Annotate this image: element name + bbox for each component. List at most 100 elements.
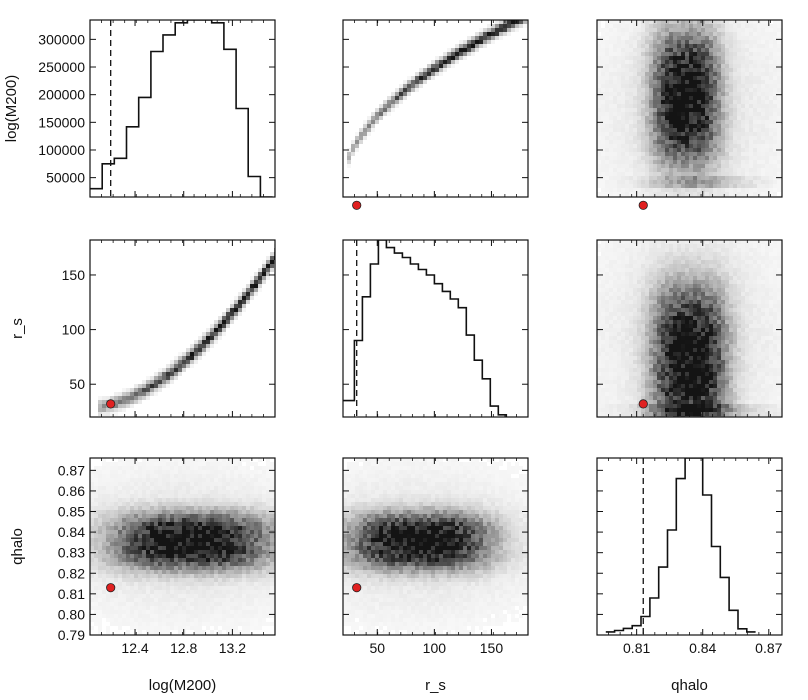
density-cell [773,72,777,76]
density-cell [761,52,765,56]
density-cell [182,360,186,364]
density-cell [601,344,605,348]
density-cell [665,408,669,412]
density-cell [415,80,419,84]
density-cell [637,260,641,264]
density-cell [110,594,114,598]
density-cell [729,304,733,308]
density-cell [110,618,114,622]
density-cell [661,140,665,144]
density-cell [661,24,665,28]
density-cell [661,188,665,192]
density-cell [395,104,399,108]
density-cell [645,412,649,416]
density-cell [262,260,266,264]
density-cell [685,124,689,128]
density-cell [705,152,709,156]
density-cell [725,76,729,80]
density-cell [613,148,617,152]
density-cell [673,112,677,116]
density-cell [621,280,625,284]
density-cell [669,88,673,92]
density-cell [609,68,613,72]
density-cell [439,68,443,72]
density-cell [657,248,661,252]
density-cell [761,104,765,108]
density-cell [661,172,665,176]
density-cell [641,184,645,188]
density-cell [431,68,435,72]
density-cell [645,124,649,128]
density-cell [697,36,701,40]
density-cell [733,116,737,120]
density-cell [609,348,613,352]
density-cell [633,116,637,120]
density-cell [625,168,629,172]
density-cell [701,80,705,84]
density-cell [605,256,609,260]
density-cell [701,356,705,360]
density-cell [749,280,753,284]
density-cell [629,40,633,44]
density-cell [713,352,717,356]
density-cell [657,112,661,116]
density-cell [645,48,649,52]
density-cell [653,308,657,312]
density-cell [737,396,741,400]
density-cell [713,388,717,392]
density-cell [753,344,757,348]
density-cell [765,120,769,124]
density-cell [633,128,637,132]
density-cell [657,364,661,368]
density-cell [681,312,685,316]
density-cell [649,304,653,308]
density-cell [625,160,629,164]
density-cell [753,68,757,72]
density-cell [733,184,737,188]
density-cell [761,284,765,288]
density-cell [629,112,633,116]
density-cell [605,316,609,320]
density-cell [669,312,673,316]
density-cell [685,292,689,296]
density-cell [749,308,753,312]
density-cell [114,498,118,502]
density-cell [741,324,745,328]
density-cell [601,396,605,400]
density-cell [685,276,689,280]
density-cell [649,52,653,56]
density-cell [741,344,745,348]
density-cell [769,160,773,164]
density-cell [673,60,677,64]
density-cell [601,356,605,360]
density-cell [761,308,765,312]
density-cell [106,498,110,502]
density-cell [629,36,633,40]
density-cell [90,614,94,618]
density-cell [693,124,697,128]
density-cell [371,128,375,132]
density-cell [633,392,637,396]
density-cell [697,352,701,356]
density-cell [114,408,118,412]
density-cell [753,176,757,180]
density-cell [126,388,130,392]
density-cell [765,364,769,368]
density-cell [649,72,653,76]
density-cell [729,52,733,56]
density-cell [649,396,653,400]
density-cell [114,530,118,534]
density-cell [114,622,118,626]
density-cell [709,104,713,108]
density-cell [142,396,146,400]
density-cell [653,408,657,412]
density-cell [689,168,693,172]
density-cell [363,120,367,124]
density-cell [613,68,617,72]
density-cell [617,404,621,408]
density-cell [777,356,781,360]
density-cell [102,562,106,566]
density-cell [605,136,609,140]
density-cell [689,312,693,316]
density-cell [769,44,773,48]
